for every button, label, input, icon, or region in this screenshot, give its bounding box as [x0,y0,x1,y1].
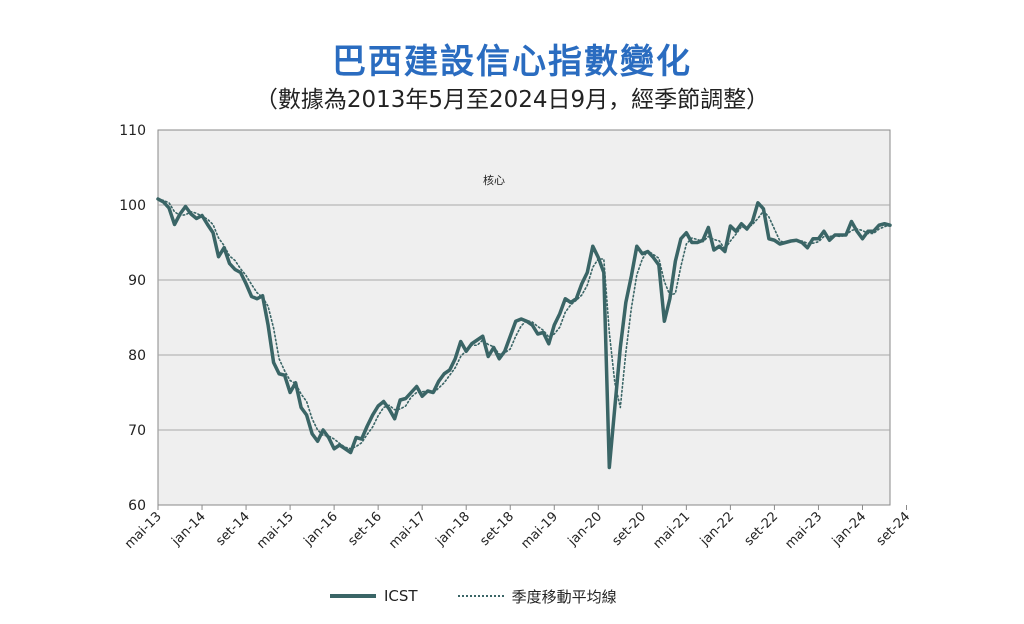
x-tick-label: jan-22 [697,509,737,549]
x-tick-label: jan-20 [565,509,605,549]
x-tick-label: mai-23 [783,509,826,552]
x-tick-label: jan-14 [169,509,209,549]
legend-label: ICST [384,587,418,605]
plot-area [157,129,891,506]
y-tick-label: 90 [128,273,146,289]
y-tick-label: 70 [128,423,146,439]
x-tick-label: set-14 [213,509,253,549]
chart-title: 巴西建設信心指數變化 [332,42,692,82]
x-tick-label: mai-21 [650,509,693,552]
x-tick-label: set-24 [874,509,914,549]
y-tick-label: 110 [119,123,146,139]
x-tick-label: set-20 [609,509,649,549]
y-axis: 60 70 80 90 100 110 [119,123,146,514]
x-tick-label: mai-17 [386,509,429,552]
x-tick-label: mai-13 [122,509,165,552]
x-tick-label: mai-19 [518,509,561,552]
x-tick-label: set-18 [477,509,517,549]
legend-item-moving-average: 季度移動平均線 [457,586,617,607]
x-tick-label: jan-18 [433,509,473,549]
chart-annotation: 核心 [483,173,505,187]
x-tick-label: set-22 [742,509,782,549]
chart-subtitle: （數據為2013年5月至2024日9月，經季節調整） [254,87,770,113]
series-group [156,197,892,470]
series-line-moving-average [157,198,891,450]
legend-item-icst: ICST [330,587,418,605]
legend-label: 季度移動平均線 [511,587,617,606]
legend-swatch-solid [330,594,376,598]
x-axis: mai-13 jan-14 set-14 mai-15 jan-16 set-16 mai-… [122,505,913,552]
series-line-icst [156,197,892,470]
x-tick-label: set-16 [345,509,385,549]
y-tick-label: 60 [128,498,146,514]
y-tick-label: 80 [128,348,146,364]
x-tick-label: jan-24 [829,509,869,549]
x-tick-label: jan-16 [301,509,341,549]
x-tick-label: mai-15 [254,509,297,552]
legend-swatch-dotted [457,595,504,597]
grid-lines [158,204,890,431]
y-tick-label: 100 [119,198,146,214]
legend: ICST 季度移動平均線 [330,584,657,608]
